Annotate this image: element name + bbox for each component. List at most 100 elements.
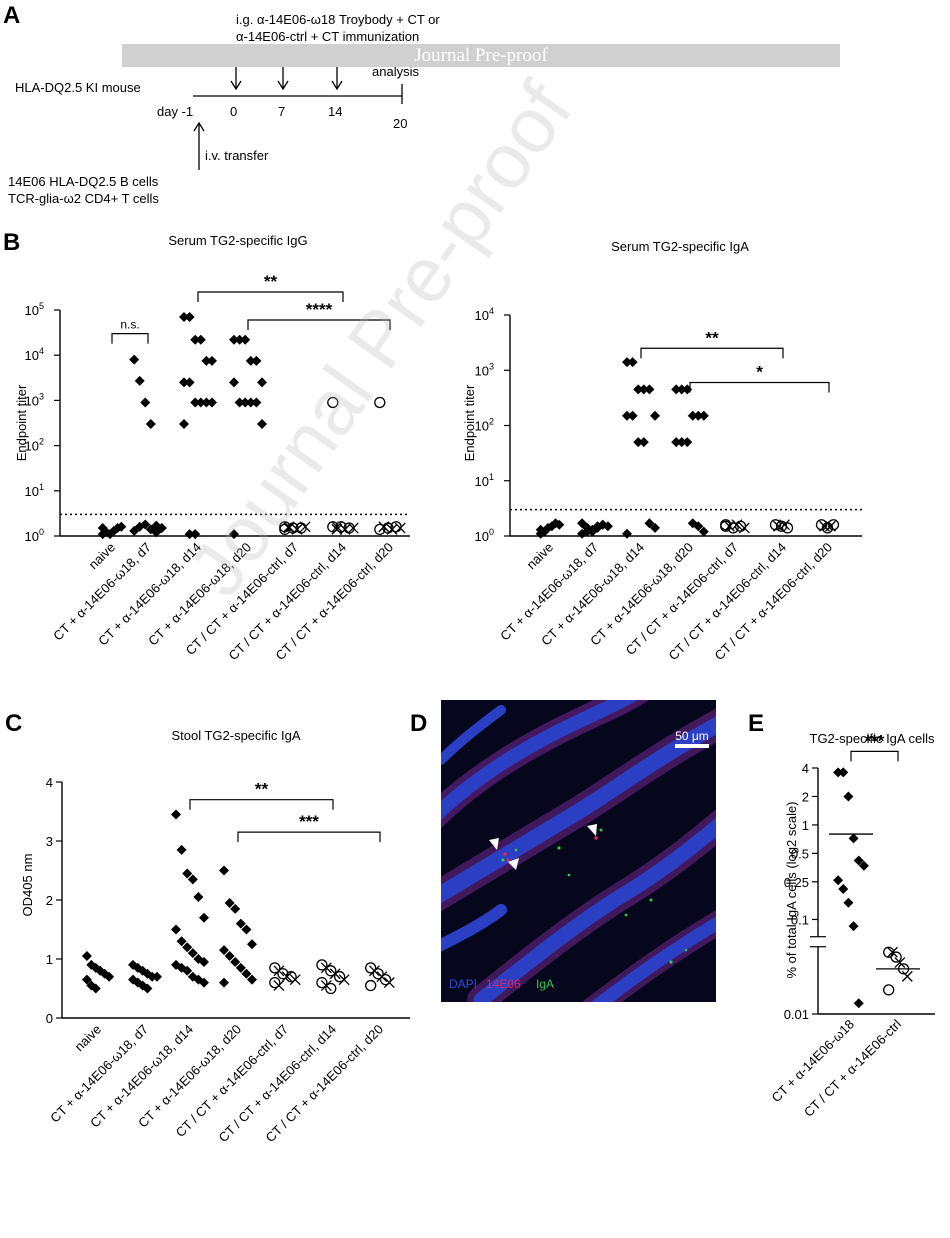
significance-label: ****	[306, 300, 333, 319]
data-point	[241, 924, 252, 935]
y-tick-label: 2	[802, 789, 809, 804]
data-point	[365, 979, 377, 992]
data-point	[671, 384, 682, 395]
data-point	[171, 809, 181, 820]
group-label: CT + α-14E06-ω18	[769, 1017, 858, 1106]
data-point	[190, 397, 201, 408]
data-point	[853, 998, 864, 1009]
data-point	[638, 437, 649, 448]
data-point	[184, 529, 195, 540]
data-point	[597, 519, 608, 530]
scale-bar	[675, 744, 709, 748]
data-point	[229, 529, 239, 540]
data-point	[848, 833, 859, 844]
data-point	[327, 396, 339, 409]
y-tick-label: 0.1	[791, 912, 809, 927]
data-point	[815, 519, 828, 531]
data-point	[682, 384, 693, 395]
significance-label: **	[705, 328, 719, 347]
y-tick-label: 101	[25, 482, 44, 499]
y-tick-exponent: 0	[39, 527, 44, 537]
data-point	[650, 522, 660, 533]
series-group-2	[622, 357, 660, 539]
y-tick-exponent: 3	[39, 391, 44, 401]
transfer-label: i.v. transfer	[205, 148, 269, 163]
data-point	[781, 522, 794, 534]
data-point	[176, 936, 187, 947]
series-group-1	[577, 518, 613, 539]
series-group-1	[129, 354, 167, 538]
data-point	[838, 883, 849, 894]
data-point	[229, 377, 239, 388]
data-point	[129, 354, 140, 365]
series-group-6	[815, 519, 840, 534]
data-point	[251, 355, 262, 366]
scale-bar-label: 50 μm	[675, 729, 709, 743]
data-point	[190, 334, 201, 345]
chart-serum-igg: Serum TG2-specific IgG Endpoint titer 100 1…	[14, 233, 410, 663]
chart-title: Serum TG2-specific IgA	[611, 239, 749, 254]
panel-d-letter: D	[410, 710, 427, 737]
chart-title: Stool TG2-specific IgA	[171, 728, 300, 743]
data-point	[234, 397, 245, 408]
data-point	[374, 523, 386, 536]
data-point	[245, 355, 256, 366]
data-point	[682, 437, 693, 448]
data-point	[235, 962, 246, 973]
y-tick-label: 4	[46, 775, 53, 790]
data-point	[853, 855, 864, 866]
data-point	[727, 522, 739, 534]
significance-label: n.s.	[120, 318, 139, 332]
data-point	[335, 521, 347, 533]
data-point	[843, 791, 854, 802]
data-point	[140, 519, 151, 530]
y-tick-label: 103	[25, 391, 44, 408]
series-group-5	[316, 959, 350, 995]
data-point	[273, 980, 285, 992]
data-point	[184, 312, 195, 323]
data-point	[207, 355, 217, 366]
data-point	[230, 903, 241, 914]
series-group-1	[876, 946, 920, 996]
data-point	[201, 397, 212, 408]
data-point	[734, 520, 747, 532]
journal-banner: Journal Pre-proof	[122, 44, 840, 67]
day-20: 20	[393, 116, 407, 131]
y-tick-label: 103	[475, 361, 494, 378]
series-group-1	[128, 959, 162, 994]
chart-title: Serum TG2-specific IgG	[168, 233, 307, 248]
data-point	[638, 384, 649, 395]
cells-label-line2: TCR-glia-ω2 CD4+ T cells	[8, 191, 159, 206]
data-point	[650, 410, 660, 421]
data-point	[693, 410, 704, 421]
series-group-5	[769, 519, 794, 534]
panel-a-letter: A	[3, 2, 20, 29]
data-point	[247, 939, 257, 950]
y-tick-exponent: 1	[39, 482, 44, 492]
data-point	[890, 951, 902, 963]
axis-break-gap	[810, 936, 826, 947]
y-tick-exponent: 4	[39, 346, 44, 356]
significance-bracket	[237, 831, 381, 843]
data-point	[187, 874, 198, 885]
data-point	[285, 971, 297, 983]
significance-label: **	[255, 780, 269, 799]
data-point	[676, 437, 687, 448]
chart-title: TG2-specific IgA cells	[810, 731, 935, 746]
data-point	[241, 968, 252, 979]
data-point	[378, 521, 390, 533]
data-point	[720, 520, 732, 532]
y-tick-exponent: 3	[489, 361, 494, 371]
y-tick-label: 100	[25, 527, 44, 544]
data-point	[334, 971, 346, 983]
data-point	[858, 860, 869, 871]
group-label: naive	[72, 1022, 105, 1055]
data-point	[195, 334, 206, 345]
data-point	[325, 982, 337, 995]
series-group-3	[229, 334, 267, 540]
data-point	[240, 334, 251, 345]
data-point	[234, 334, 245, 345]
data-point	[97, 523, 108, 534]
data-point	[199, 912, 209, 923]
